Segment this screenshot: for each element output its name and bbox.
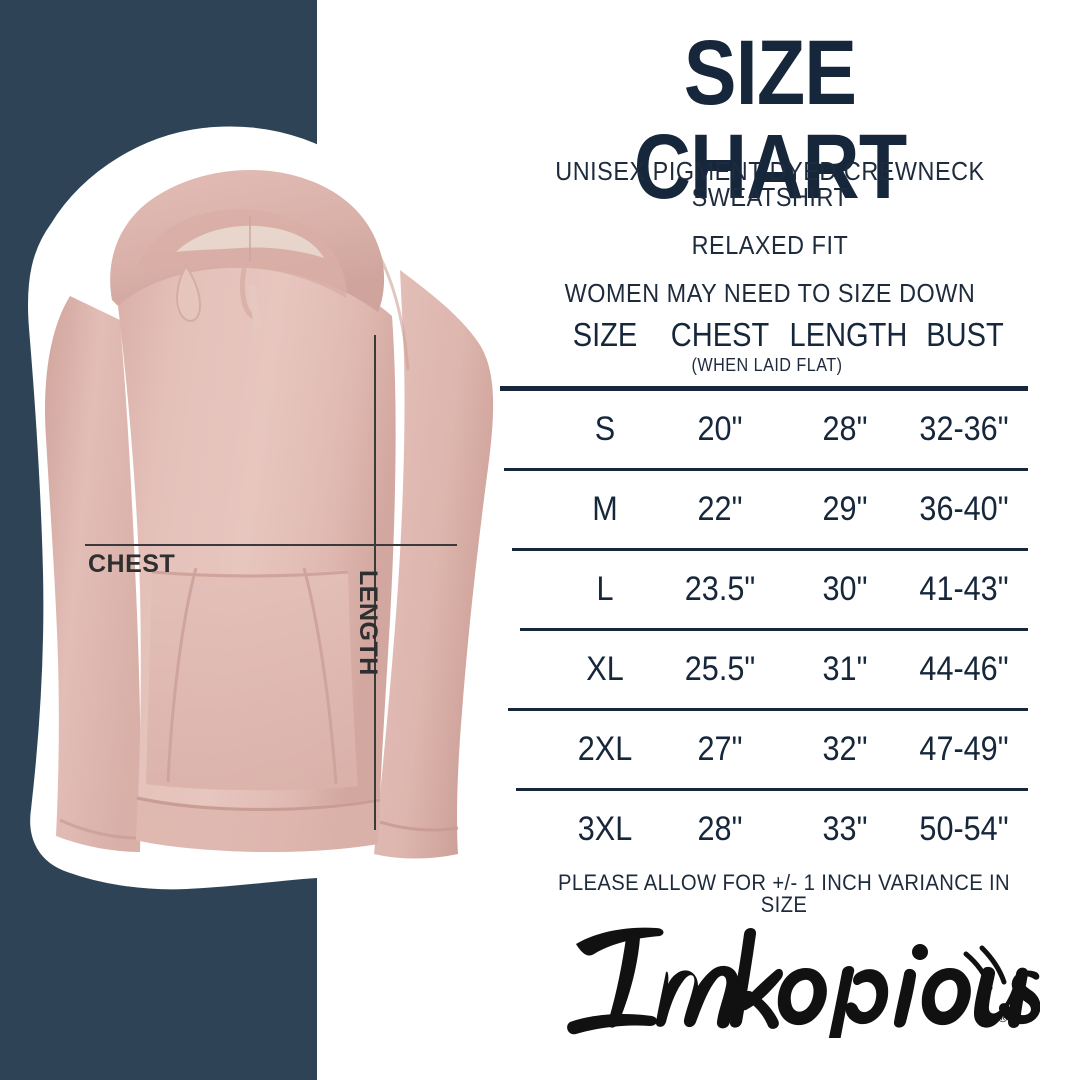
row-divider <box>516 788 1028 791</box>
row-divider <box>508 708 1028 711</box>
subtitle-sizing-advice: WOMEN MAY NEED TO SIZE DOWN <box>564 278 976 308</box>
cell-size: M <box>592 490 618 528</box>
cell-bust: 50-54" <box>919 810 1009 848</box>
hood-inner <box>136 209 347 298</box>
inkopious-wordmark: ® <box>567 927 1040 1038</box>
cell-bust: 36-40" <box>919 490 1009 528</box>
chest-measure-label: CHEST <box>88 550 176 578</box>
cell-length: 30" <box>822 570 868 608</box>
length-measure-label: LENGTH <box>354 570 382 676</box>
table-row: S 20" 28" 32-36" <box>490 391 1038 471</box>
subtitle-fit: RELAXED FIT <box>691 230 849 260</box>
column-header-length: LENGTH <box>789 316 908 353</box>
hoodie-illustration <box>27 126 513 890</box>
column-header-size: SIZE <box>572 316 638 353</box>
drawstring-left <box>176 264 202 322</box>
pocket-right-seam <box>302 567 338 785</box>
table-row: 3XL 28" 33" 50-54" <box>490 791 1038 871</box>
subtitle-block: UNISEX PIGMENT DYED CREWNECK SWEATSHIRT … <box>510 158 1030 328</box>
cell-chest: 23.5" <box>684 570 756 608</box>
registered-trademark-symbol: ® <box>998 1010 1008 1025</box>
product-photo: CHEST LENGTH <box>0 120 520 910</box>
cell-bust: 47-49" <box>919 730 1009 768</box>
cell-size: 3XL <box>577 810 633 848</box>
drawstring-right <box>239 267 255 319</box>
left-cuff-seam <box>59 818 141 840</box>
cell-size: S <box>594 410 616 448</box>
cell-chest: 25.5" <box>684 650 756 688</box>
cell-bust: 44-46" <box>919 650 1009 688</box>
cell-size: XL <box>586 650 624 688</box>
drawstring-tip <box>248 284 262 330</box>
row-divider <box>504 468 1028 471</box>
size-table: SIZE CHEST LENGTH BUST (WHEN LAID FLAT) … <box>490 316 1038 847</box>
right-sleeve <box>374 270 494 859</box>
cell-chest: 22" <box>697 490 743 528</box>
table-row: M 22" 29" 36-40" <box>490 471 1038 551</box>
cell-bust: 41-43" <box>919 570 1009 608</box>
pocket-left-seam <box>166 567 198 783</box>
table-row: XL 25.5" 31" 44-46" <box>490 631 1038 711</box>
header-divider <box>500 386 1028 391</box>
kangaroo-pocket <box>146 570 358 791</box>
cell-chest: 28" <box>697 810 743 848</box>
bottom-hem <box>136 796 380 852</box>
left-sleeve <box>45 296 141 852</box>
chest-measure-line <box>85 544 457 546</box>
cell-length: 32" <box>822 730 868 768</box>
hem-seam <box>136 796 381 812</box>
page-title: SIZE CHART <box>633 22 907 218</box>
cell-chest: 20" <box>697 410 743 448</box>
cell-size: 2XL <box>577 730 633 768</box>
table-header-row: SIZE CHEST LENGTH BUST (WHEN LAID FLAT) <box>490 316 1038 391</box>
subtitle-product: UNISEX PIGMENT DYED CREWNECK SWEATSHIRT <box>555 156 985 212</box>
brand-logo: ® <box>530 918 1040 1038</box>
length-measure-line <box>374 335 376 830</box>
table-row: 2XL 27" 32" 47-49" <box>490 711 1038 791</box>
column-header-chest: CHEST <box>670 316 770 353</box>
variance-note: PLEASE ALLOW FOR +/- 1 INCH VARIANCE IN … <box>557 870 1011 917</box>
cell-length: 29" <box>822 490 868 528</box>
column-header-note: (WHEN LAID FLAT) <box>691 355 843 375</box>
cell-size: L <box>596 570 614 608</box>
cell-chest: 27" <box>697 730 743 768</box>
chart-content: SIZE CHART UNISEX PIGMENT DYED CREWNECK … <box>500 0 1080 1080</box>
cell-length: 28" <box>822 410 868 448</box>
table-body: S 20" 28" 32-36" M 22" 29" 36-40" L 23.5… <box>490 391 1038 871</box>
cell-bust: 32-36" <box>919 410 1009 448</box>
row-divider <box>520 628 1028 631</box>
cell-length: 31" <box>822 650 868 688</box>
column-header-bust: BUST <box>926 316 1004 353</box>
row-divider <box>512 548 1028 551</box>
cell-length: 33" <box>822 810 868 848</box>
table-row: L 23.5" 30" 41-43" <box>490 551 1038 631</box>
right-cuff-seam <box>379 820 459 832</box>
